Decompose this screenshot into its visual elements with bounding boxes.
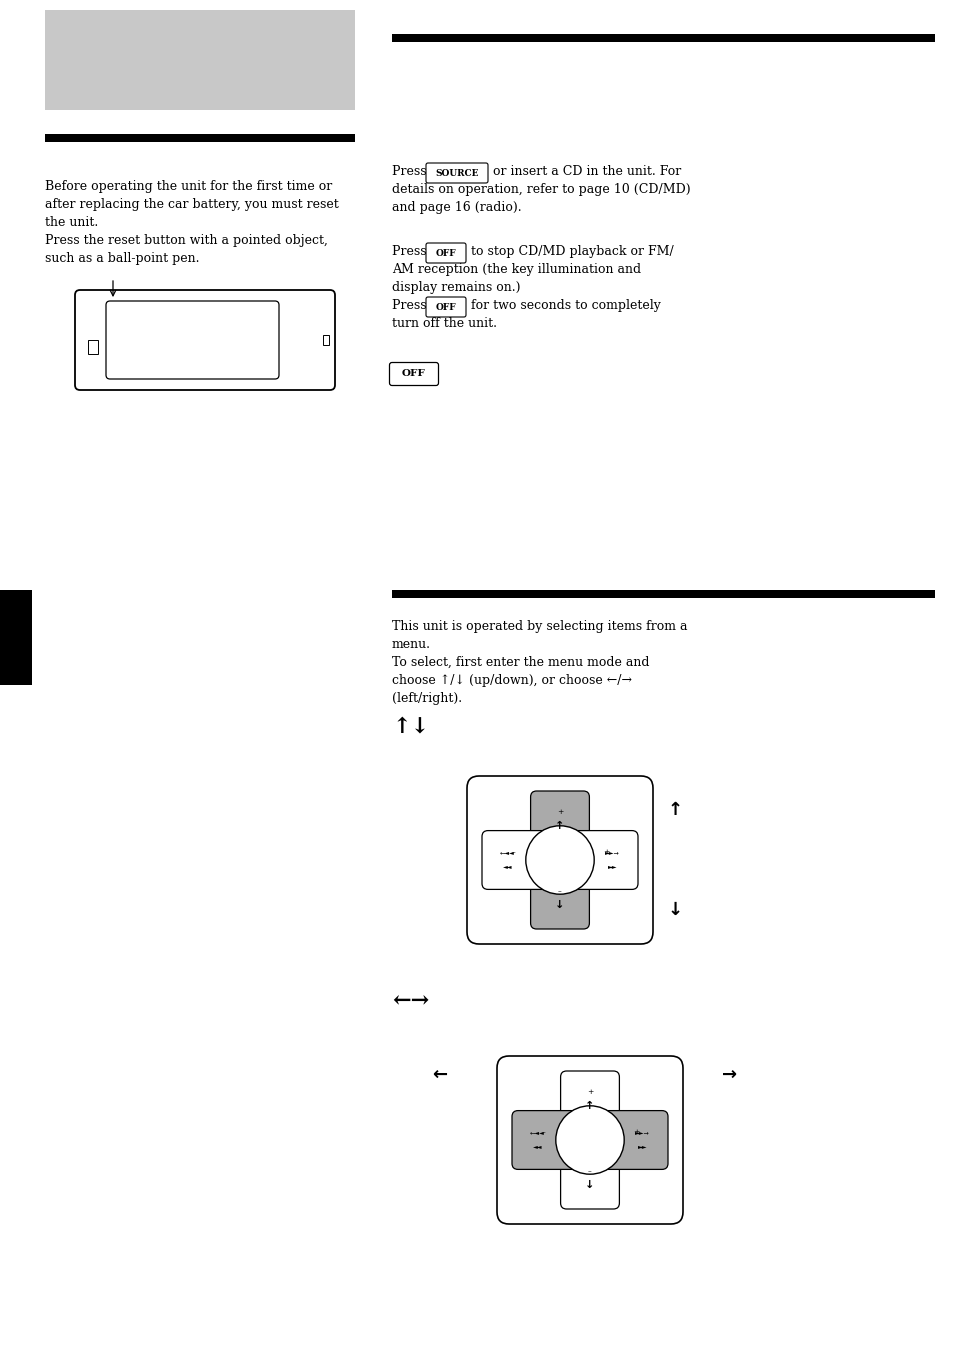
FancyBboxPatch shape [530,871,589,929]
Text: ►►→: ►►→ [635,1130,649,1136]
FancyBboxPatch shape [75,289,335,389]
Text: ►►→: ►►→ [604,850,619,856]
Text: Press the reset button with a pointed object,: Press the reset button with a pointed ob… [45,234,328,247]
Ellipse shape [525,826,594,894]
Text: to stop CD/MD playback or FM/: to stop CD/MD playback or FM/ [467,245,673,258]
Text: SOURCE: SOURCE [435,169,478,177]
Text: +: + [557,808,562,815]
Text: OFF: OFF [402,369,425,379]
Text: –: – [512,849,516,854]
Text: display remains on.): display remains on.) [392,281,520,293]
Text: after replacing the car battery, you must reset: after replacing the car battery, you mus… [45,197,338,211]
Text: choose ↑/↓ (up/down), or choose ←/→: choose ↑/↓ (up/down), or choose ←/→ [392,675,631,687]
Bar [45,134,355,142]
FancyBboxPatch shape [389,362,438,385]
Text: ↑: ↑ [585,1101,594,1111]
Text: menu.: menu. [392,638,431,652]
Text: ←: ← [432,1065,447,1084]
FancyBboxPatch shape [560,1071,618,1130]
Text: (left/right).: (left/right). [392,692,461,704]
Text: ►►: ►► [607,864,617,869]
Text: AM reception (the key illumination and: AM reception (the key illumination and [392,264,640,276]
Text: –: – [558,888,561,894]
FancyBboxPatch shape [530,791,589,850]
FancyBboxPatch shape [467,776,652,944]
Text: ↑: ↑ [667,800,681,819]
FancyBboxPatch shape [512,1110,579,1169]
FancyBboxPatch shape [570,830,638,890]
Text: ↑: ↑ [555,821,564,831]
Ellipse shape [556,1106,623,1174]
Bar [392,34,934,42]
FancyBboxPatch shape [426,164,488,183]
Bar [0,589,32,685]
Bar [392,589,934,598]
FancyBboxPatch shape [497,1056,682,1224]
Text: Press: Press [392,245,430,258]
Text: ►►: ►► [637,1145,646,1149]
Text: turn off the unit.: turn off the unit. [392,316,497,330]
Text: This unit is operated by selecting items from a: This unit is operated by selecting items… [392,621,687,633]
FancyBboxPatch shape [599,1110,667,1169]
Text: +: + [602,849,609,854]
Bar [323,335,329,345]
Text: such as a ball-point pen.: such as a ball-point pen. [45,251,199,265]
FancyBboxPatch shape [106,301,278,379]
Text: ◄◄: ◄◄ [532,1145,541,1149]
FancyBboxPatch shape [481,830,549,890]
Text: To select, first enter the menu mode and: To select, first enter the menu mode and [392,656,649,669]
FancyBboxPatch shape [560,1151,618,1209]
Bar [88,339,98,354]
Text: ←◄◄: ←◄◄ [499,850,515,856]
Text: ↓: ↓ [667,900,681,919]
Text: Before operating the unit for the first time or: Before operating the unit for the first … [45,180,332,193]
Text: OFF: OFF [436,303,456,311]
Text: ↓: ↓ [585,1180,594,1190]
FancyBboxPatch shape [426,297,465,316]
Text: or insert a CD in the unit. For: or insert a CD in the unit. For [489,165,680,178]
Bar [45,9,355,110]
Text: the unit.: the unit. [45,216,98,228]
Text: ←◄◄: ←◄◄ [530,1130,544,1136]
Text: +: + [586,1088,593,1095]
Text: ↓: ↓ [555,900,564,910]
Text: ↑↓: ↑↓ [392,717,429,738]
FancyBboxPatch shape [426,243,465,264]
Text: and page 16 (radio).: and page 16 (radio). [392,201,521,214]
Text: details on operation, refer to page 10 (CD/MD): details on operation, refer to page 10 (… [392,183,690,196]
Text: ←→: ←→ [392,990,429,1013]
Text: –: – [541,1129,545,1134]
Text: for two seconds to completely: for two seconds to completely [467,299,660,312]
Text: Press: Press [392,299,430,312]
Text: +: + [632,1129,639,1134]
Text: OFF: OFF [436,249,456,257]
Text: ◄◄: ◄◄ [502,864,512,869]
Text: –: – [587,1168,591,1174]
Text: Press: Press [392,165,430,178]
Text: →: → [721,1065,737,1084]
